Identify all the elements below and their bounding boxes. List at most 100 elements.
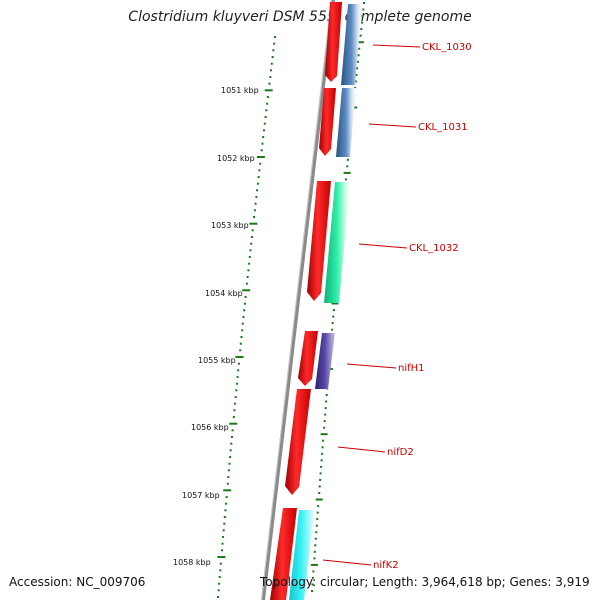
minor-tick	[261, 142, 264, 145]
minor-tick	[361, 15, 364, 18]
minor-tick	[272, 49, 275, 52]
minor-tick	[311, 583, 314, 586]
forward-gene-arrow[interactable]	[298, 331, 318, 386]
major-tick	[217, 556, 226, 558]
forward-gene-arrow[interactable]	[325, 2, 342, 82]
minor-tick	[221, 549, 223, 552]
minor-tick	[235, 389, 238, 392]
minor-tick	[218, 582, 221, 585]
gene-bar-nifK2[interactable]	[289, 510, 314, 600]
minor-tick	[249, 249, 252, 252]
minor-tick	[219, 569, 222, 572]
minor-tick	[345, 178, 347, 181]
gene-label-nifK2[interactable]: nifK2	[373, 560, 399, 571]
minor-tick	[258, 169, 261, 172]
gene-label-nifD2[interactable]: nifD2	[387, 447, 414, 458]
minor-tick	[246, 276, 249, 278]
minor-tick	[232, 416, 235, 418]
minor-tick	[324, 413, 327, 416]
minor-tick	[265, 109, 268, 112]
gene-label-CKL_1031[interactable]: CKL_1031	[418, 122, 468, 133]
minor-tick	[324, 407, 327, 410]
scale-label: 1051 kbp	[221, 86, 259, 95]
major-tick	[229, 422, 238, 425]
minor-tick	[361, 21, 363, 24]
minor-tick	[315, 524, 318, 527]
major-tick	[343, 171, 351, 174]
minor-tick	[274, 36, 276, 38]
minor-tick	[269, 76, 272, 78]
minor-tick	[237, 369, 240, 372]
minor-tick	[268, 82, 271, 85]
minor-tick	[322, 439, 325, 442]
minor-tick	[360, 28, 363, 31]
major-tick	[235, 356, 244, 358]
minor-tick	[346, 158, 349, 161]
scale-label: 1052 kbp	[217, 154, 255, 163]
minor-tick	[325, 400, 328, 403]
minor-tick	[357, 54, 360, 57]
major-tick	[242, 289, 251, 292]
minor-tick	[243, 302, 246, 305]
major-tick	[320, 433, 328, 436]
minor-tick	[239, 342, 242, 345]
minor-tick	[253, 209, 256, 212]
minor-tick	[224, 509, 227, 512]
minor-tick	[332, 309, 335, 312]
minor-tick	[222, 536, 225, 538]
minor-tick	[263, 129, 265, 132]
minor-tick	[229, 449, 232, 452]
minor-tick	[323, 420, 326, 423]
forward-gene-arrow[interactable]	[319, 88, 336, 156]
minor-tick	[315, 531, 318, 534]
minor-tick	[256, 182, 259, 185]
scale-label: 1057 kbp	[182, 491, 220, 500]
gene-bar-CKL_1031[interactable]	[336, 88, 356, 157]
minor-tick	[230, 436, 233, 438]
forward-gene-arrow[interactable]	[285, 389, 311, 495]
gene-label-CKL_1032[interactable]: CKL_1032	[409, 243, 459, 254]
minor-tick	[234, 402, 236, 405]
minor-tick	[223, 522, 226, 525]
minor-tick	[236, 376, 239, 378]
minor-tick	[311, 590, 313, 592]
scale-label: 1056 kbp	[191, 423, 229, 432]
minor-tick	[256, 189, 259, 192]
minor-tick	[262, 136, 265, 138]
minor-tick	[332, 315, 335, 318]
gene-label-CKL_1030[interactable]: CKL_1030	[422, 42, 472, 53]
minor-tick	[323, 426, 326, 429]
minor-tick	[362, 8, 365, 11]
minor-tick	[217, 596, 219, 598]
minor-tick	[312, 570, 315, 573]
minor-tick	[228, 462, 231, 465]
forward-gene-arrow[interactable]	[307, 181, 331, 301]
major-tick	[310, 563, 318, 566]
minor-tick	[270, 69, 272, 72]
major-tick	[356, 41, 364, 44]
gene-bar-CKL_1032[interactable]	[324, 182, 350, 303]
minor-tick	[321, 446, 324, 449]
minor-tick	[319, 472, 322, 475]
minor-tick	[250, 236, 253, 238]
minor-tick	[243, 309, 246, 312]
major-tick	[223, 489, 232, 492]
minor-tick	[231, 429, 234, 432]
minor-tick	[320, 465, 323, 468]
minor-tick	[233, 409, 236, 412]
minor-tick	[227, 476, 230, 478]
minor-tick	[244, 296, 247, 298]
minor-tick	[225, 496, 228, 498]
minor-tick	[331, 322, 334, 325]
minor-tick	[359, 34, 362, 37]
gene-label-nifH1[interactable]: nifH1	[398, 363, 425, 374]
gene-bar-nifH1[interactable]	[315, 333, 335, 389]
minor-tick	[222, 529, 225, 532]
accession-text: Accession: NC_009706	[9, 575, 146, 589]
minor-tick	[271, 56, 274, 58]
forward-gene-arrow[interactable]	[270, 508, 297, 600]
major-tick	[264, 89, 273, 92]
gene-bar-CKL_1030[interactable]	[341, 4, 362, 85]
minor-tick	[223, 516, 226, 518]
minor-tick	[242, 316, 245, 318]
